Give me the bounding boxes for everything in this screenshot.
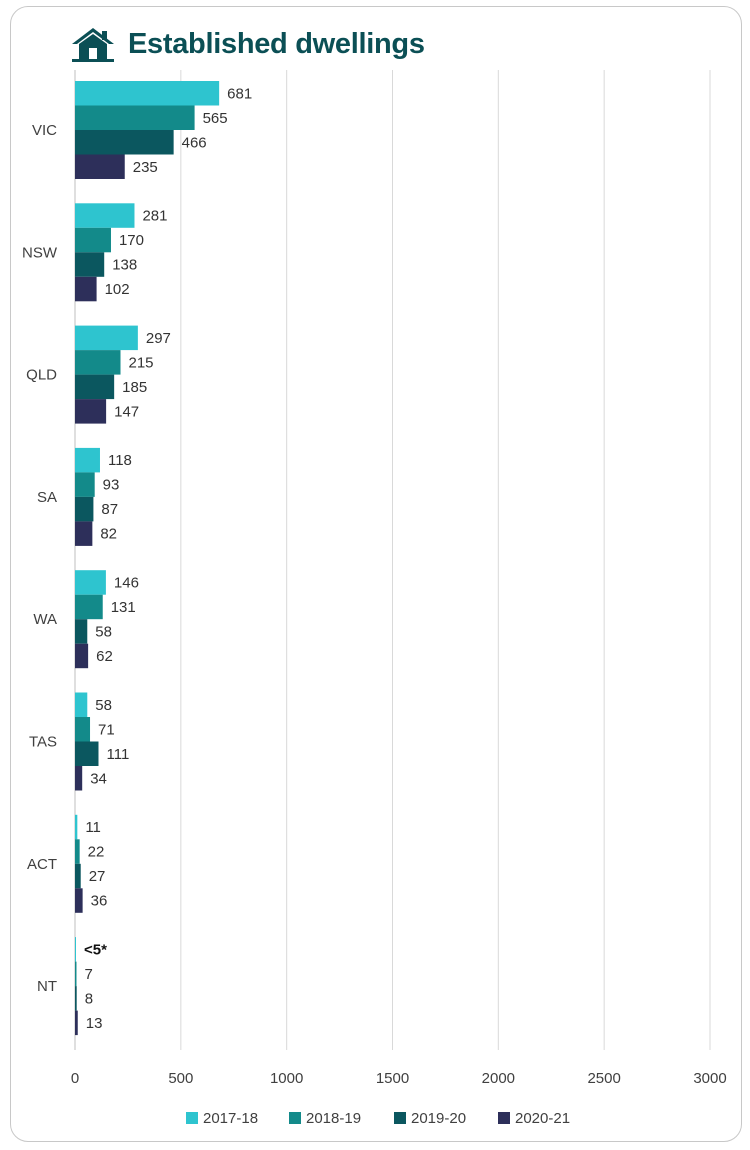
data-label: 87 [101, 501, 118, 518]
data-label: 281 [142, 208, 167, 225]
bar [75, 81, 220, 106]
data-label: 27 [89, 868, 106, 885]
bar [75, 252, 105, 277]
legend-label: 2019-20 [411, 1110, 466, 1127]
data-label: 34 [90, 770, 107, 787]
data-label: 82 [100, 526, 117, 543]
bar [75, 154, 125, 179]
bar [75, 766, 83, 791]
legend-swatch [289, 1112, 301, 1124]
bar [75, 447, 100, 473]
bar [75, 521, 93, 546]
bar [75, 496, 94, 522]
legend-swatch [394, 1112, 406, 1124]
category-label: NT [37, 978, 57, 995]
legend-label: 2018-19 [306, 1110, 361, 1127]
bar [75, 325, 138, 351]
bar [75, 888, 83, 913]
bar [75, 227, 111, 253]
bar [75, 839, 80, 864]
x-tick-label: 1000 [270, 1070, 303, 1087]
bar [75, 203, 135, 228]
data-label: 118 [108, 452, 132, 469]
legend-swatch [186, 1112, 198, 1124]
x-tick-label: 0 [71, 1070, 79, 1087]
bar [75, 692, 88, 717]
bar [75, 1010, 78, 1036]
legend-swatch [498, 1112, 510, 1124]
bar [75, 105, 195, 130]
data-label: 111 [106, 746, 129, 763]
bar [75, 619, 88, 644]
data-label: 466 [182, 134, 207, 151]
data-label: 681 [227, 85, 252, 102]
data-label: 102 [105, 281, 130, 298]
bar [75, 814, 78, 840]
data-label: 93 [103, 477, 120, 494]
data-label: 13 [86, 1015, 103, 1032]
data-label: 215 [129, 354, 154, 371]
bar [75, 986, 77, 1011]
data-label: 138 [112, 257, 137, 274]
data-label: 11 [85, 819, 101, 836]
x-tick-label: 3000 [693, 1070, 726, 1087]
chart-card [10, 6, 742, 1142]
bar [75, 130, 174, 155]
bar [75, 937, 76, 962]
bar [75, 741, 99, 766]
category-label: NSW [22, 244, 58, 261]
data-label: 147 [114, 403, 139, 420]
data-label: 185 [122, 379, 147, 396]
bar [75, 717, 91, 742]
data-label: 22 [88, 844, 105, 861]
bar [75, 643, 89, 669]
category-label: VIC [32, 122, 57, 139]
category-label: SA [37, 489, 57, 506]
data-label: 297 [146, 330, 171, 347]
data-label: 58 [95, 623, 112, 640]
data-label: 131 [111, 599, 136, 616]
category-label: TAS [29, 734, 57, 751]
bar [75, 276, 97, 302]
data-label: 71 [98, 721, 115, 738]
data-label: 170 [119, 232, 144, 249]
x-tick-label: 2000 [482, 1070, 515, 1087]
data-label: 235 [133, 159, 158, 176]
bar [75, 863, 81, 889]
x-tick-label: 500 [168, 1070, 193, 1087]
bar [75, 350, 121, 375]
legend-label: 2020-21 [515, 1110, 570, 1127]
x-tick-label: 2500 [587, 1070, 620, 1087]
data-label: <5* [84, 941, 107, 958]
x-tick-label: 1500 [376, 1070, 409, 1087]
bar [75, 594, 103, 620]
category-label: QLD [26, 367, 57, 384]
bar [75, 961, 77, 987]
chart-title: Established dwellings [128, 27, 425, 60]
data-label: 36 [91, 893, 108, 910]
bar [75, 472, 95, 497]
house-icon [72, 28, 114, 62]
bar [75, 374, 115, 400]
chart-header: Established dwellings [70, 24, 425, 64]
category-label: ACT [27, 856, 57, 873]
bar [75, 570, 106, 595]
legend-label: 2017-18 [203, 1110, 258, 1127]
data-label: 58 [95, 697, 112, 714]
data-label: 146 [114, 574, 139, 591]
bar [75, 399, 107, 424]
data-label: 565 [203, 110, 228, 127]
data-label: 7 [84, 966, 92, 983]
data-label: 8 [85, 990, 93, 1007]
data-label: 62 [96, 648, 113, 665]
category-label: WA [33, 611, 57, 628]
